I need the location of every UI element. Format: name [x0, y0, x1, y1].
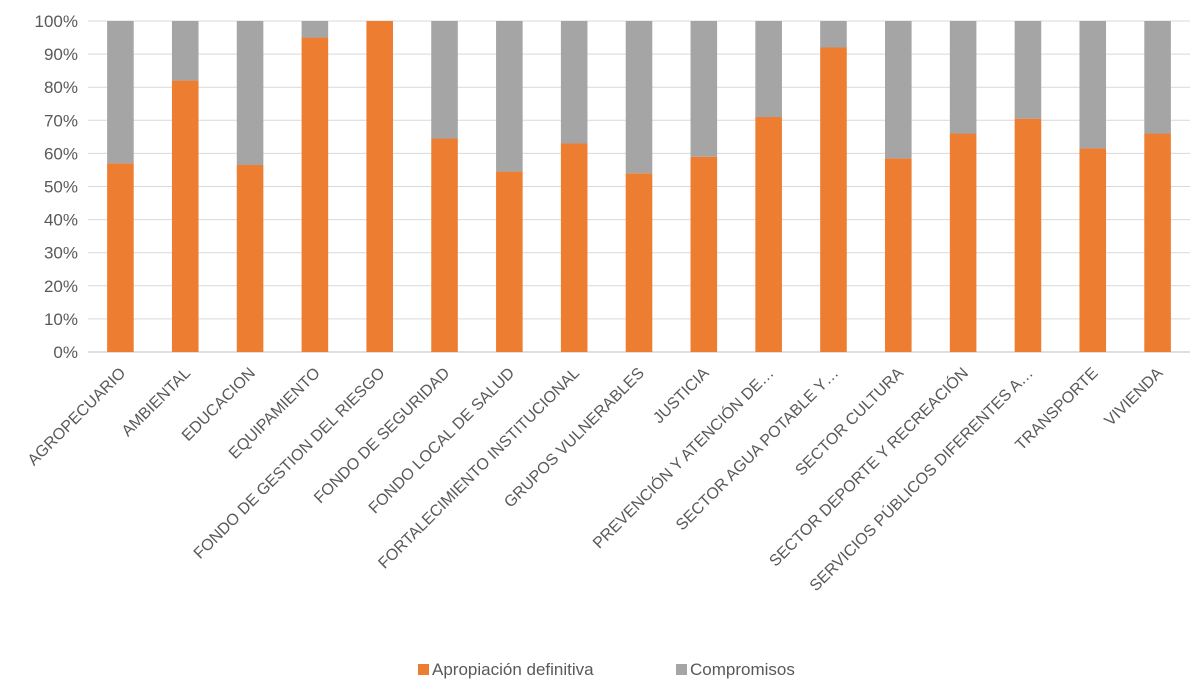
y-tick-label: 50% — [44, 178, 78, 197]
legend-swatch-apropiacion-definitiva — [418, 664, 429, 675]
bar-compromisos — [431, 21, 458, 139]
bar-compromisos — [949, 21, 977, 134]
bar-compromisos — [560, 21, 588, 144]
y-tick-label: 60% — [44, 144, 78, 163]
bar-compromisos — [1079, 21, 1107, 149]
bar-apropiacion-definitiva — [1014, 118, 1042, 353]
bar-apropiacion-definitiva — [366, 21, 393, 352]
bar-compromisos — [301, 21, 329, 38]
bar-compromisos — [625, 21, 653, 174]
x-category-label: AGROPECUARIO — [25, 365, 129, 469]
y-tick-label: 90% — [44, 45, 78, 64]
y-tick-label: 40% — [44, 211, 78, 230]
bar-compromisos — [820, 21, 847, 48]
legend-label-compromisos: Compromisos — [690, 660, 795, 679]
legend: Apropiación definitiva Compromisos — [418, 660, 795, 679]
bar-compromisos — [755, 21, 782, 117]
y-tick-label: 80% — [44, 78, 78, 97]
bar-apropiacion-definitiva — [1079, 148, 1107, 352]
bar-apropiacion-definitiva — [236, 164, 264, 352]
bar-apropiacion-definitiva — [431, 138, 458, 352]
bar-compromisos — [1144, 21, 1171, 134]
legend-label-apropiacion-definitiva: Apropiación definitiva — [432, 660, 594, 679]
bar-compromisos — [885, 21, 912, 159]
bar-apropiacion-definitiva — [690, 156, 718, 352]
x-category-label: SECTOR CULTURA — [792, 365, 907, 480]
bar-apropiacion-definitiva — [755, 116, 782, 353]
bars — [107, 21, 1171, 353]
bar-apropiacion-definitiva — [1144, 133, 1171, 352]
x-category-label: SERVICIOS PÚBLICOS DIFERENTES A… — [805, 363, 1036, 594]
bar-compromisos — [171, 21, 199, 81]
x-category-label: VIVIENDA — [1102, 365, 1167, 430]
bar-compromisos — [236, 21, 264, 165]
bar-compromisos — [690, 21, 718, 157]
bar-compromisos — [1014, 21, 1042, 119]
bar-compromisos — [107, 21, 134, 164]
bar-apropiacion-definitiva — [301, 37, 329, 353]
bar-apropiacion-definitiva — [107, 163, 134, 352]
bar-apropiacion-definitiva — [949, 133, 977, 352]
bar-apropiacion-definitiva — [496, 171, 523, 352]
y-tick-label: 70% — [44, 111, 78, 130]
legend-swatch-compromisos — [676, 664, 687, 675]
bar-apropiacion-definitiva — [560, 143, 588, 352]
bar-apropiacion-definitiva — [885, 158, 912, 352]
y-tick-label: 30% — [44, 244, 78, 263]
bar-compromisos — [496, 21, 523, 172]
y-axis-tick-labels: 0% 10% 20% 30% 40% 50% 60% 70% 80% 90% 100% — [35, 12, 78, 362]
y-tick-label: 20% — [44, 277, 78, 296]
bar-apropiacion-definitiva — [820, 47, 847, 352]
y-tick-label: 100% — [35, 12, 78, 31]
bar-apropiacion-definitiva — [171, 80, 199, 352]
y-tick-label: 0% — [53, 343, 78, 362]
x-category-label: JUSTICIA — [650, 365, 713, 428]
x-category-label: FONDO DE SEGURIDAD — [311, 365, 453, 507]
bar-apropiacion-definitiva — [625, 173, 653, 352]
x-axis-category-labels: AGROPECUARIOAMBIENTALEDUCACIONEQUIPAMIEN… — [25, 363, 1167, 594]
x-category-label: GRUPOS VULNERABLES — [501, 365, 648, 512]
y-tick-label: 10% — [44, 310, 78, 329]
